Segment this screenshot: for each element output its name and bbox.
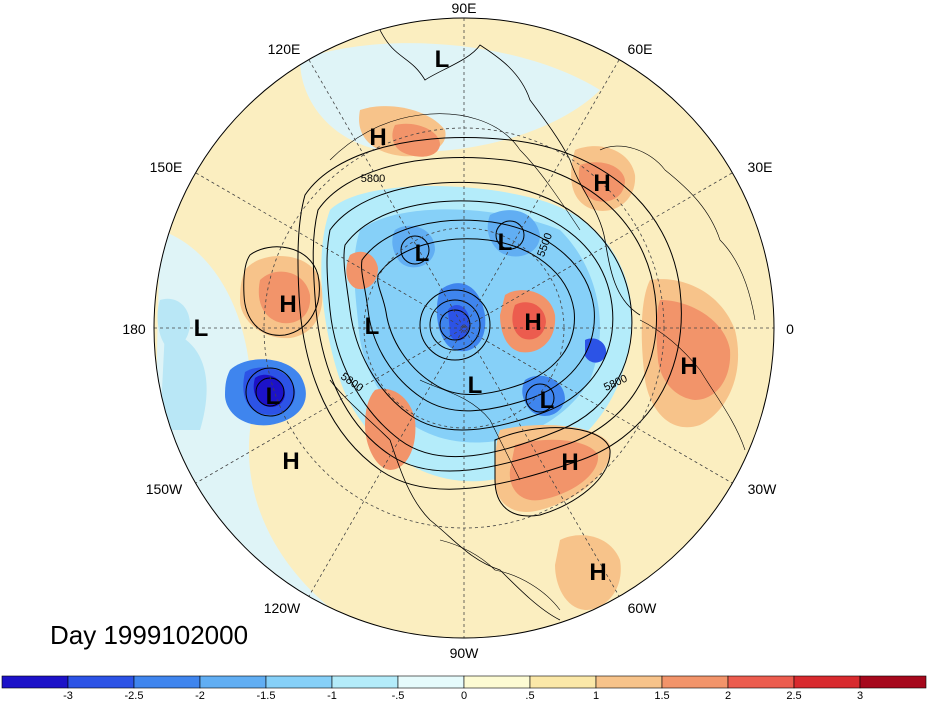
low-pressure-marker: L	[365, 313, 380, 340]
lon-label-150e: 150E	[150, 159, 183, 175]
low-pressure-marker: L	[540, 387, 555, 414]
colorbar-swatch	[727, 675, 795, 689]
height-contours	[243, 137, 682, 517]
lon-label-60w: 60W	[628, 600, 658, 616]
lon-label-90w: 90W	[450, 645, 480, 661]
colorbar-swatch	[463, 675, 531, 689]
colorbar-tick-label: .5	[525, 690, 534, 702]
colorbar-swatch	[529, 675, 597, 689]
colorbar-swatch	[859, 675, 927, 689]
colorbar-tick-label: 1	[593, 690, 599, 702]
graticule	[154, 18, 774, 638]
colorbar-tick-label: -1.5	[257, 690, 276, 702]
colorbar-swatch	[331, 675, 399, 689]
high-pressure-marker: H	[561, 449, 578, 476]
low-pressure-marker: L	[194, 315, 209, 342]
high-pressure-marker: H	[279, 291, 296, 318]
lon-label-120e: 120E	[268, 41, 301, 57]
high-pressure-marker: H	[589, 559, 606, 586]
colorbar-swatch	[793, 675, 861, 689]
lon-label-120w: 120W	[264, 600, 301, 616]
high-pressure-marker: H	[593, 170, 610, 197]
colorbar: -3 -2.5 -2 -1.5 -1 -.5 0 .5 1 1.5 2 2.5 3	[1, 675, 927, 702]
low-pressure-marker: L	[415, 240, 430, 267]
date-label: Day 1999102000	[50, 620, 249, 650]
high-pressure-marker: H	[524, 309, 541, 336]
colorbar-tick-label: -2	[195, 690, 205, 702]
colorbar-swatch	[1, 675, 69, 689]
contour-label: 5800	[361, 173, 385, 185]
low-pressure-marker: L	[435, 46, 450, 73]
colorbar-swatch	[67, 675, 135, 689]
colorbar-tick-label: -.5	[392, 690, 405, 702]
colorbar-swatch	[397, 675, 465, 689]
lon-label-60e: 60E	[628, 41, 653, 57]
high-pressure-marker: H	[680, 353, 697, 380]
low-pressure-marker: L	[468, 372, 483, 399]
lon-label-150w: 150W	[146, 481, 183, 497]
low-pressure-marker: L	[498, 229, 513, 256]
colorbar-tick-label: 3	[857, 690, 863, 702]
colorbar-tick-label: 2.5	[786, 690, 801, 702]
colorbar-tick-label: -3	[63, 690, 73, 702]
colorbar-tick-label: -1	[327, 690, 337, 702]
lon-label-180: 180	[122, 321, 146, 337]
colorbar-tick-label: 2	[725, 690, 731, 702]
high-pressure-marker: H	[282, 448, 299, 475]
map-border	[153, 17, 775, 639]
colorbar-swatch	[199, 675, 267, 689]
coastlines	[329, 29, 756, 621]
colorbar-swatch	[661, 675, 729, 689]
lon-label-0: 0	[786, 321, 794, 337]
colorbar-swatch	[265, 675, 333, 689]
low-pressure-marker: L	[266, 383, 281, 410]
colorbar-swatch	[595, 675, 663, 689]
colorbar-tick-label: 0	[461, 690, 467, 702]
colorbar-tick-label: -2.5	[125, 690, 144, 702]
lon-label-30e: 30E	[748, 159, 773, 175]
lon-label-90e: 90E	[452, 0, 477, 16]
colorbar-swatch	[133, 675, 201, 689]
lon-label-30w: 30W	[748, 481, 778, 497]
high-pressure-marker: H	[369, 124, 386, 151]
colorbar-tick-label: 1.5	[654, 690, 669, 702]
